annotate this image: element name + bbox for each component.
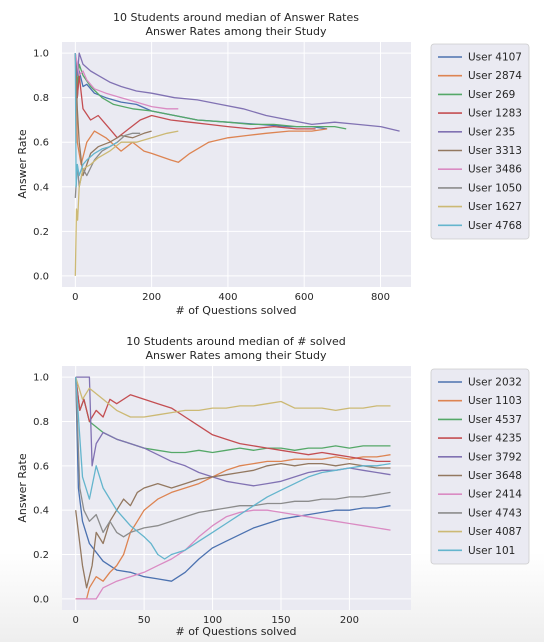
chart-1-plot-area (62, 42, 411, 287)
chart-2-ylabel: Answer Rate (16, 453, 29, 522)
x-tick-label: 800 (371, 292, 390, 303)
chart-1-subtitle: Answer Rates among their Study (146, 25, 327, 38)
chart-1-title: 10 Students around median of Answer Rate… (113, 11, 359, 24)
chart-2-subtitle: Answer Rates among their Study (146, 349, 327, 362)
x-tick-label: 0 (72, 292, 78, 303)
y-tick-label: 0.4 (33, 182, 49, 193)
y-tick-label: 0.0 (33, 594, 49, 605)
chart-2: 10 Students around median of # solved An… (16, 335, 529, 638)
legend-entry: User 1283 (468, 108, 522, 120)
chart-2-xlabel: # of Questions solved (175, 625, 296, 638)
legend-entry: User 4087 (468, 526, 522, 538)
y-tick-label: 1.0 (33, 373, 49, 384)
x-tick-label: 200 (142, 292, 161, 303)
legend-entry: User 101 (468, 545, 515, 557)
legend-entry: User 3486 (468, 164, 522, 176)
y-tick-label: 0.8 (33, 93, 49, 104)
legend-entry: User 2414 (468, 489, 522, 501)
legend-entry: User 4537 (468, 414, 522, 426)
legend-entry: User 3648 (468, 470, 522, 482)
x-tick-label: 400 (218, 292, 237, 303)
legend-entry: User 3313 (468, 145, 522, 157)
x-tick-label: 600 (295, 292, 314, 303)
legend-entry: User 235 (468, 126, 515, 138)
y-tick-label: 1.0 (33, 49, 49, 60)
legend-entry: User 2032 (468, 377, 522, 389)
y-tick-label: 0.0 (33, 271, 49, 282)
legend-entry: User 1050 (468, 182, 522, 194)
chart-1-ylabel: Answer Rate (16, 129, 29, 198)
legend-entry: User 2874 (468, 70, 522, 82)
legend-entry: User 269 (468, 89, 515, 101)
chart-2-title: 10 Students around median of # solved (126, 335, 346, 348)
y-tick-label: 0.2 (33, 227, 49, 238)
x-tick-label: 0 (72, 615, 78, 626)
x-tick-label: 200 (340, 615, 359, 626)
y-tick-label: 0.2 (33, 550, 49, 561)
legend-entry: User 4107 (468, 52, 522, 64)
chart-1: 10 Students around median of Answer Rate… (16, 11, 529, 317)
y-tick-label: 0.6 (33, 461, 49, 472)
legend-entry: User 1627 (468, 201, 522, 213)
legend-entry: User 4768 (468, 220, 522, 232)
legend-entry: User 1103 (468, 395, 522, 407)
chart-1-xlabel: # of Questions solved (175, 304, 296, 317)
chart-2-legend: User 2032 User 1103 User 4537 User 4235 User… (431, 369, 529, 564)
y-tick-label: 0.4 (33, 506, 49, 517)
x-tick-label: 50 (138, 615, 151, 626)
legend-entry: User 4743 (468, 507, 522, 519)
chart-1-legend: User 4107 User 2874 User 269 User 1283 User … (431, 44, 529, 239)
y-tick-label: 0.6 (33, 138, 49, 149)
legend-entry: User 3792 (468, 451, 522, 463)
legend-entry: User 4235 (468, 433, 522, 445)
y-tick-label: 0.8 (33, 417, 49, 428)
